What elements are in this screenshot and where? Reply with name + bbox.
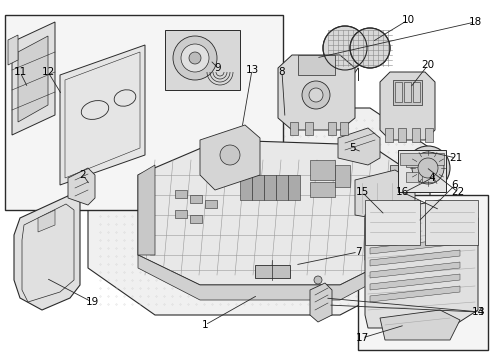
Bar	[398, 150, 446, 192]
Circle shape	[314, 276, 322, 284]
Bar	[310, 182, 335, 197]
Circle shape	[406, 146, 450, 190]
Polygon shape	[425, 200, 478, 245]
Bar	[335, 165, 350, 187]
Bar	[422, 172, 434, 182]
Polygon shape	[355, 170, 415, 222]
Polygon shape	[278, 55, 355, 130]
Text: 10: 10	[401, 15, 415, 25]
Polygon shape	[252, 175, 264, 200]
Text: 18: 18	[468, 17, 482, 27]
Bar	[406, 157, 418, 167]
Text: 16: 16	[395, 187, 409, 197]
Circle shape	[323, 26, 367, 70]
Circle shape	[418, 158, 438, 178]
Text: 1: 1	[202, 320, 208, 330]
Polygon shape	[240, 175, 252, 200]
Bar	[190, 215, 202, 223]
Text: 19: 19	[85, 297, 98, 307]
Bar	[422, 157, 434, 167]
Polygon shape	[290, 122, 298, 135]
Text: 21: 21	[449, 153, 463, 163]
Circle shape	[350, 28, 390, 68]
Text: 12: 12	[41, 67, 54, 77]
Bar	[175, 210, 187, 218]
Polygon shape	[412, 128, 420, 142]
Polygon shape	[165, 30, 240, 90]
Text: 14: 14	[471, 307, 485, 317]
Polygon shape	[18, 36, 48, 122]
Polygon shape	[264, 175, 276, 200]
Polygon shape	[370, 250, 460, 266]
Text: 17: 17	[355, 333, 368, 343]
Bar	[365, 200, 420, 245]
Text: 3: 3	[477, 307, 483, 317]
Polygon shape	[138, 165, 155, 255]
Circle shape	[173, 36, 217, 80]
Circle shape	[309, 88, 323, 102]
Polygon shape	[138, 255, 400, 300]
Bar	[400, 153, 444, 165]
Polygon shape	[393, 80, 422, 105]
Text: 4: 4	[429, 173, 435, 183]
Text: 11: 11	[13, 67, 26, 77]
Polygon shape	[328, 122, 336, 135]
Text: 7: 7	[355, 247, 361, 257]
Bar	[175, 190, 187, 198]
Text: 5: 5	[349, 143, 355, 153]
Bar	[5, 15, 283, 210]
Text: 20: 20	[421, 60, 435, 70]
Polygon shape	[8, 35, 18, 65]
Polygon shape	[298, 55, 335, 75]
Polygon shape	[370, 274, 460, 290]
Polygon shape	[138, 140, 400, 285]
Polygon shape	[370, 262, 460, 278]
Bar	[190, 195, 202, 203]
Polygon shape	[310, 283, 332, 322]
Polygon shape	[288, 175, 300, 200]
Circle shape	[302, 81, 330, 109]
Polygon shape	[200, 125, 260, 190]
Text: 22: 22	[451, 187, 465, 197]
Circle shape	[189, 52, 201, 64]
Polygon shape	[338, 128, 380, 165]
Text: 2: 2	[80, 170, 86, 180]
Text: 15: 15	[355, 187, 368, 197]
Circle shape	[412, 152, 444, 184]
Text: 9: 9	[215, 63, 221, 73]
Bar	[205, 200, 217, 208]
Circle shape	[181, 44, 209, 72]
Polygon shape	[390, 165, 400, 255]
Polygon shape	[255, 265, 290, 278]
Polygon shape	[14, 195, 80, 310]
Polygon shape	[425, 128, 433, 142]
Bar	[310, 160, 335, 180]
Polygon shape	[385, 128, 393, 142]
Bar	[406, 172, 418, 182]
Polygon shape	[340, 122, 348, 135]
Circle shape	[220, 145, 240, 165]
Polygon shape	[276, 175, 288, 200]
Polygon shape	[398, 128, 406, 142]
Polygon shape	[395, 82, 402, 102]
Polygon shape	[380, 310, 460, 340]
Polygon shape	[12, 22, 55, 135]
Polygon shape	[404, 82, 411, 102]
Polygon shape	[370, 286, 460, 302]
Text: 8: 8	[279, 67, 285, 77]
Polygon shape	[365, 200, 478, 328]
Polygon shape	[88, 108, 430, 315]
Polygon shape	[38, 210, 55, 232]
Text: 13: 13	[245, 65, 259, 75]
Bar	[358, 195, 488, 350]
Polygon shape	[60, 45, 145, 185]
Polygon shape	[370, 238, 460, 254]
Polygon shape	[413, 82, 420, 102]
Polygon shape	[305, 122, 313, 135]
Polygon shape	[68, 168, 95, 205]
Text: 6: 6	[452, 180, 458, 190]
Polygon shape	[380, 72, 435, 140]
Polygon shape	[365, 207, 428, 270]
